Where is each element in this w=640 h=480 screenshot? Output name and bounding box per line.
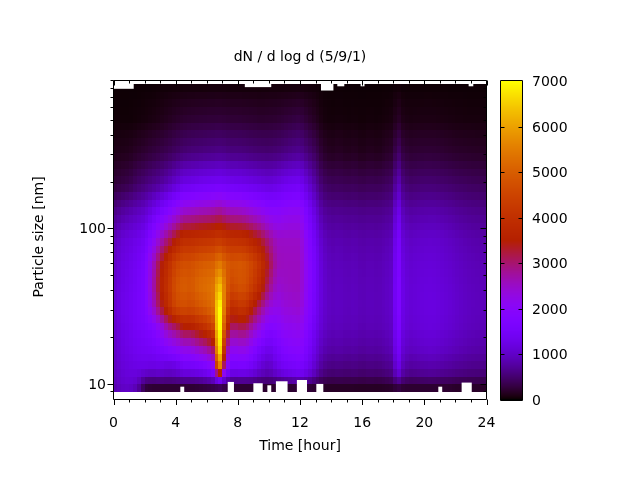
y-tick-label: 100 [79, 220, 106, 236]
x-tick-label: 8 [233, 414, 242, 430]
figure: dN / d log d (5/9/1) Time [hour] Particl… [0, 0, 640, 480]
y-axis-label: Particle size [nm] [30, 176, 46, 297]
colorbar-tick-label: 2000 [532, 301, 568, 317]
axes-frame [0, 0, 640, 480]
x-tick-label: 4 [171, 414, 180, 430]
x-tick-label: 0 [109, 414, 118, 430]
chart-title: dN / d log d (5/9/1) [234, 48, 367, 64]
colorbar-tick-label: 5000 [532, 164, 568, 180]
x-tick-label: 16 [353, 414, 371, 430]
colorbar-tick-label: 0 [532, 392, 541, 408]
colorbar-tick-label: 4000 [532, 210, 568, 226]
colorbar-tick-label: 3000 [532, 255, 568, 271]
y-tick-label: 10 [88, 376, 106, 392]
x-tick-label: 12 [291, 414, 309, 430]
colorbar-tick-label: 1000 [532, 346, 568, 362]
colorbar-tick-label: 7000 [532, 73, 568, 89]
x-axis-label: Time [hour] [259, 437, 341, 453]
x-tick-label: 20 [415, 414, 433, 430]
x-tick-label: 24 [478, 414, 496, 430]
colorbar-tick-label: 6000 [532, 119, 568, 135]
